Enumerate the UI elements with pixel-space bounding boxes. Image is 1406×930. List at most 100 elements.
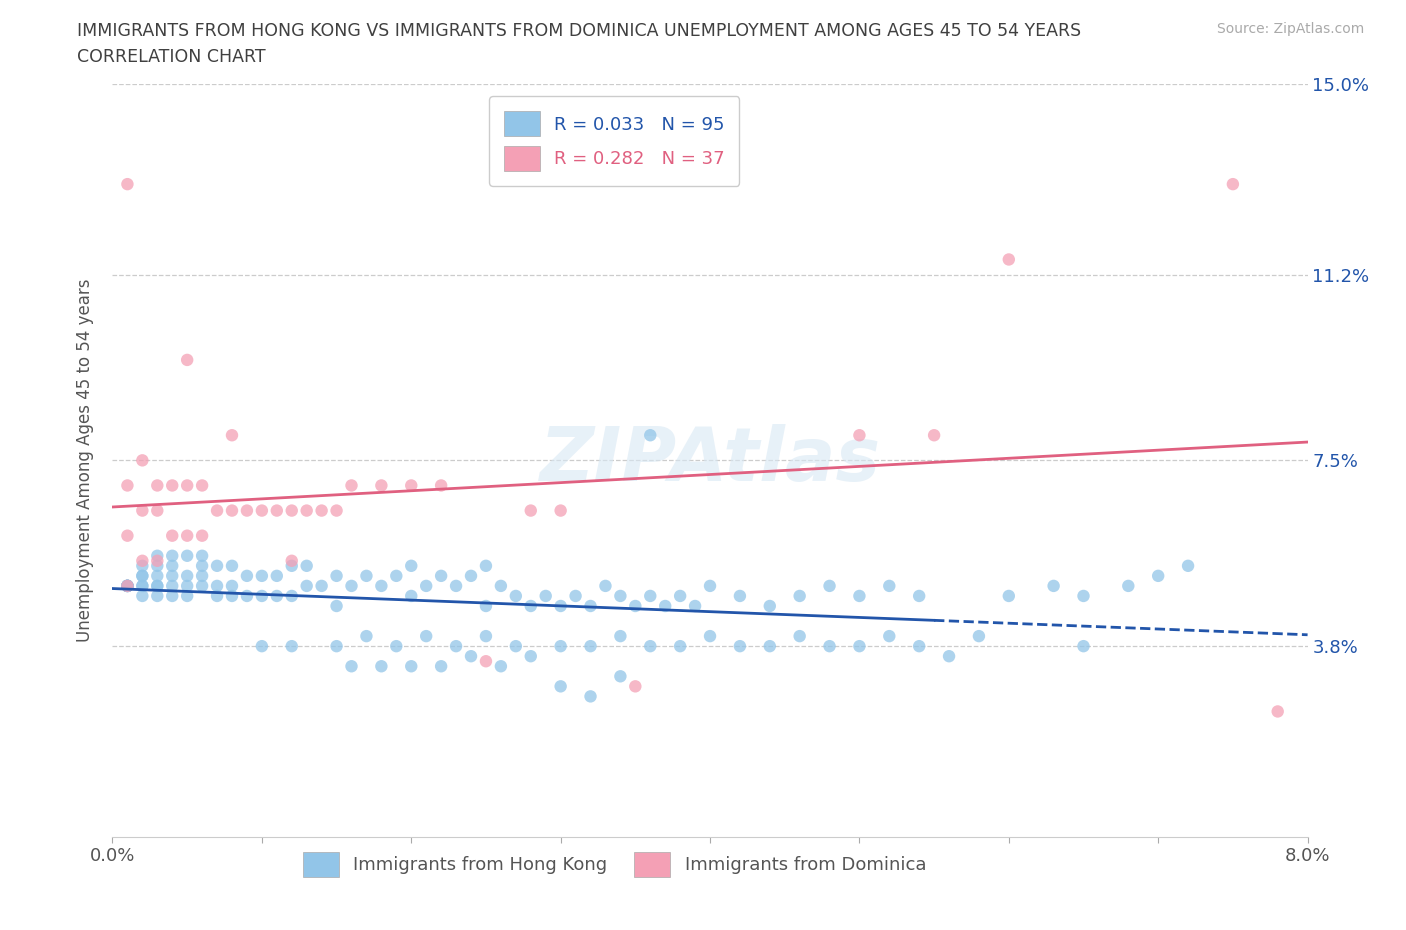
Text: ZIPAtlas: ZIPAtlas: [540, 424, 880, 497]
Point: [146, 578, 169, 593]
Point: [1118, 578, 1140, 593]
Point: [131, 578, 153, 593]
Point: [281, 589, 304, 604]
Point: [162, 558, 183, 573]
Point: [1042, 578, 1064, 593]
Point: [609, 589, 631, 604]
Point: [117, 478, 139, 493]
Point: [640, 428, 662, 443]
Point: [281, 503, 304, 518]
Point: [877, 629, 901, 644]
Point: [131, 453, 153, 468]
Point: [221, 428, 243, 443]
Point: [176, 568, 198, 583]
Point: [131, 553, 153, 568]
Point: [699, 578, 721, 593]
Point: [460, 568, 482, 583]
Point: [848, 639, 870, 654]
Point: [550, 503, 572, 518]
Point: [191, 528, 214, 543]
Point: [221, 578, 243, 593]
Point: [370, 578, 392, 593]
Point: [1267, 704, 1289, 719]
Point: [191, 558, 214, 573]
Point: [475, 599, 498, 614]
Point: [176, 549, 198, 564]
Point: [669, 589, 692, 604]
Point: [728, 589, 751, 604]
Point: [295, 578, 318, 593]
Point: [191, 549, 214, 564]
Point: [117, 177, 139, 192]
Point: [146, 589, 169, 604]
Point: [221, 589, 243, 604]
Point: [117, 528, 139, 543]
Point: [295, 558, 318, 573]
Point: [415, 629, 437, 644]
Point: [475, 654, 498, 669]
Y-axis label: Unemployment Among Ages 45 to 54 years: Unemployment Among Ages 45 to 54 years: [76, 279, 94, 642]
Point: [146, 549, 169, 564]
Point: [295, 503, 318, 518]
Point: [176, 528, 198, 543]
Point: [131, 558, 153, 573]
Point: [489, 578, 512, 593]
Point: [595, 578, 617, 593]
Point: [848, 589, 870, 604]
Point: [640, 589, 662, 604]
Point: [922, 428, 945, 443]
Point: [848, 428, 870, 443]
Point: [191, 568, 214, 583]
Point: [401, 478, 423, 493]
Point: [205, 578, 228, 593]
Point: [789, 589, 811, 604]
Point: [146, 558, 169, 573]
Point: [250, 639, 273, 654]
Point: [444, 578, 467, 593]
Point: [1147, 568, 1170, 583]
Point: [250, 503, 273, 518]
Point: [401, 589, 423, 604]
Point: [162, 528, 183, 543]
Point: [430, 658, 453, 673]
Point: [162, 568, 183, 583]
Point: [818, 639, 841, 654]
Point: [669, 639, 692, 654]
Point: [176, 478, 198, 493]
Point: [356, 568, 378, 583]
Point: [818, 578, 841, 593]
Point: [967, 629, 990, 644]
Point: [117, 578, 139, 593]
Point: [877, 578, 901, 593]
Point: [444, 639, 467, 654]
Point: [908, 589, 931, 604]
Point: [1073, 589, 1095, 604]
Point: [131, 568, 153, 583]
Point: [205, 589, 228, 604]
Point: [176, 589, 198, 604]
Point: [191, 478, 214, 493]
Point: [609, 669, 631, 684]
Text: CORRELATION CHART: CORRELATION CHART: [77, 48, 266, 66]
Point: [340, 578, 363, 593]
Point: [505, 639, 527, 654]
Point: [205, 558, 228, 573]
Point: [998, 589, 1021, 604]
Text: IMMIGRANTS FROM HONG KONG VS IMMIGRANTS FROM DOMINICA UNEMPLOYMENT AMONG AGES 45: IMMIGRANTS FROM HONG KONG VS IMMIGRANTS …: [77, 22, 1081, 40]
Point: [146, 553, 169, 568]
Point: [505, 589, 527, 604]
Point: [579, 689, 602, 704]
Point: [325, 568, 347, 583]
Point: [117, 578, 139, 593]
Point: [236, 503, 259, 518]
Point: [311, 503, 333, 518]
Point: [550, 679, 572, 694]
Point: [1177, 558, 1199, 573]
Text: Source: ZipAtlas.com: Source: ZipAtlas.com: [1216, 22, 1364, 36]
Point: [908, 639, 931, 654]
Point: [176, 578, 198, 593]
Point: [938, 649, 960, 664]
Point: [146, 503, 169, 518]
Point: [624, 599, 647, 614]
Point: [401, 558, 423, 573]
